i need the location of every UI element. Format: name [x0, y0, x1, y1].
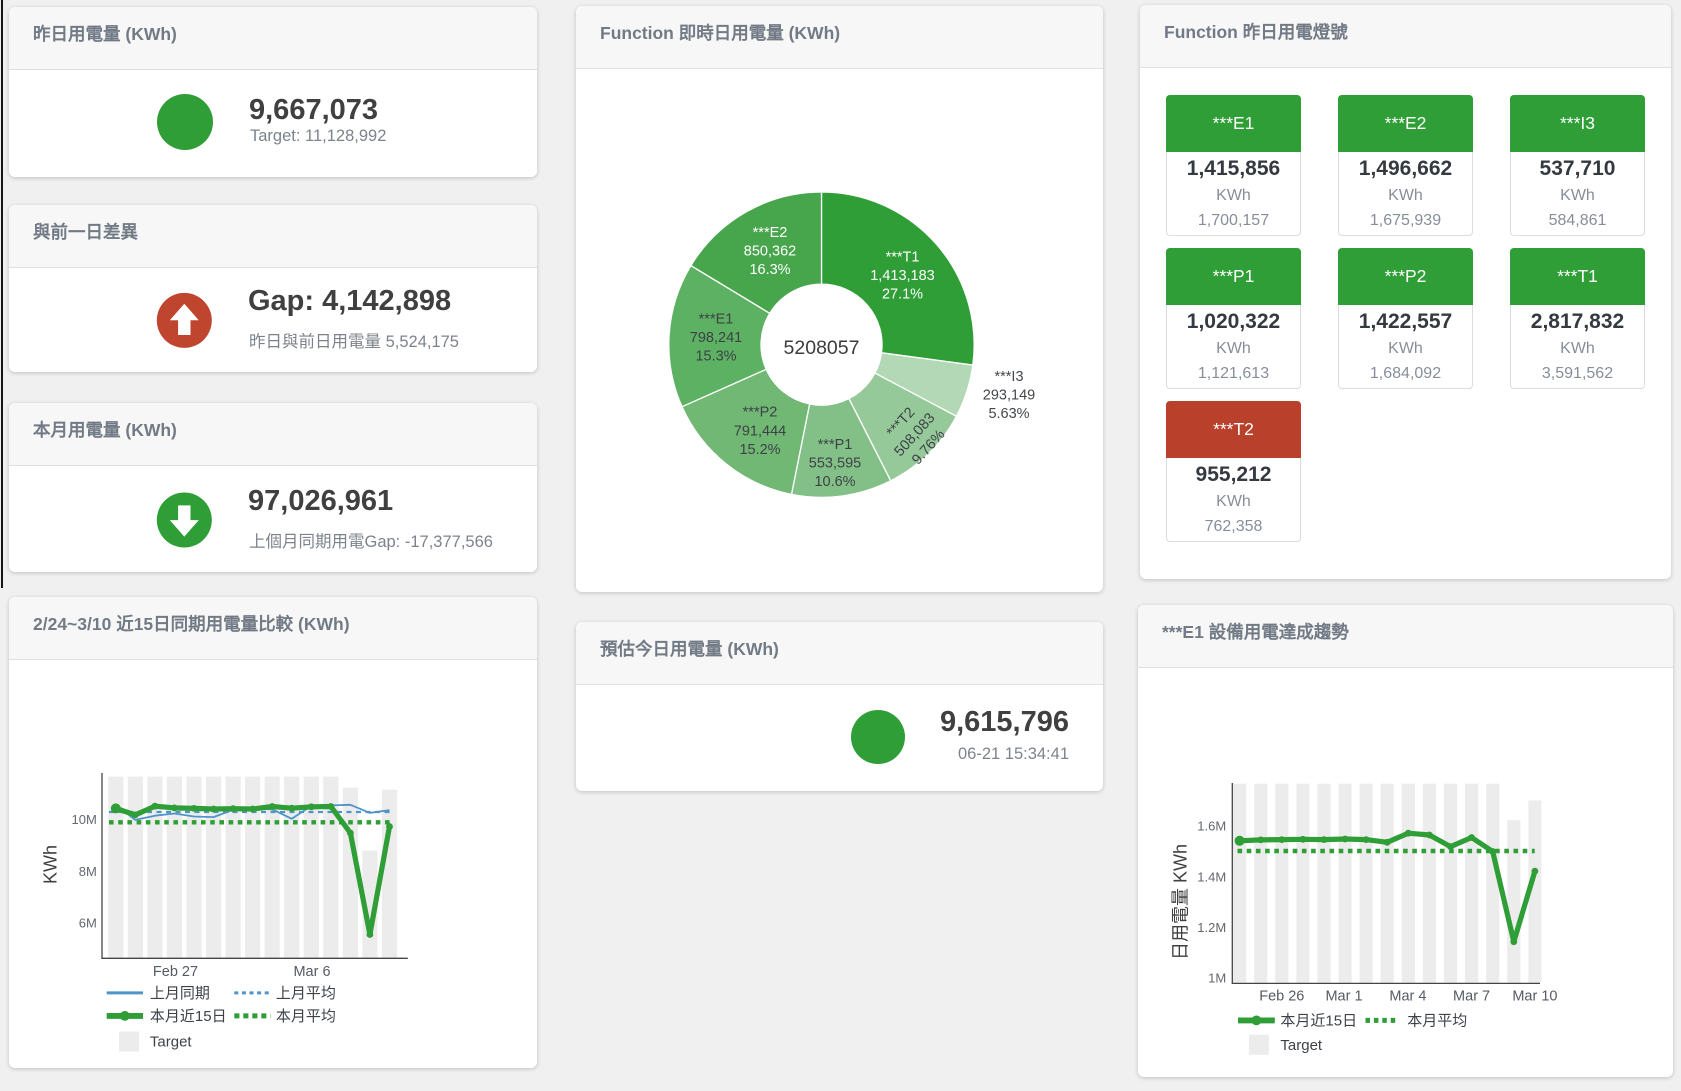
svg-text:16.3%: 16.3% — [749, 262, 790, 278]
svg-text:1M: 1M — [1208, 971, 1226, 986]
svg-text:15.2%: 15.2% — [739, 442, 780, 458]
svg-text:Mar 10: Mar 10 — [1512, 989, 1557, 1005]
svg-text:6M: 6M — [79, 916, 97, 931]
svg-text:791,444: 791,444 — [734, 423, 786, 439]
svg-text:798,241: 798,241 — [690, 330, 742, 346]
svg-text:Mar 1: Mar 1 — [1325, 989, 1362, 1005]
svg-text:10M: 10M — [72, 812, 97, 827]
svg-text:10.6%: 10.6% — [814, 474, 855, 490]
svg-text:Feb 27: Feb 27 — [153, 964, 198, 980]
svg-text:上月平均: 上月平均 — [276, 985, 336, 1002]
svg-text:850,362: 850,362 — [744, 244, 796, 260]
svg-text:8M: 8M — [79, 864, 97, 879]
svg-text:293,149: 293,149 — [983, 387, 1035, 403]
svg-text:***E2: ***E2 — [753, 225, 788, 241]
svg-text:上月同期: 上月同期 — [150, 985, 210, 1002]
svg-text:1,413,183: 1,413,183 — [870, 268, 935, 284]
svg-text:***I3: ***I3 — [994, 369, 1023, 385]
svg-text:5208057: 5208057 — [784, 337, 860, 359]
svg-text:553,595: 553,595 — [809, 455, 861, 471]
svg-text:本月近15日: 本月近15日 — [150, 1008, 227, 1025]
svg-text:15.3%: 15.3% — [695, 349, 736, 365]
svg-text:27.1%: 27.1% — [882, 287, 923, 303]
svg-text:***P1: ***P1 — [818, 437, 853, 453]
svg-text:1.2M: 1.2M — [1197, 920, 1226, 935]
svg-text:Feb 26: Feb 26 — [1259, 989, 1304, 1005]
svg-text:本月平均: 本月平均 — [276, 1008, 336, 1025]
svg-text:Mar 7: Mar 7 — [1453, 989, 1490, 1005]
svg-text:Target: Target — [1280, 1037, 1323, 1054]
svg-text:***E1: ***E1 — [699, 311, 734, 327]
svg-text:日用電量 KWh: 日用電量 KWh — [1171, 844, 1191, 960]
svg-text:Mar 6: Mar 6 — [293, 964, 330, 980]
svg-text:***P2: ***P2 — [743, 405, 778, 421]
svg-text:KWh: KWh — [40, 845, 60, 884]
svg-text:5.63%: 5.63% — [988, 406, 1029, 422]
svg-text:1.6M: 1.6M — [1197, 819, 1226, 834]
svg-text:1.4M: 1.4M — [1197, 869, 1226, 884]
svg-text:本月平均: 本月平均 — [1407, 1012, 1467, 1029]
svg-text:Mar 4: Mar 4 — [1389, 989, 1426, 1005]
svg-text:本月近15日: 本月近15日 — [1280, 1012, 1357, 1029]
svg-text:Target: Target — [150, 1033, 193, 1050]
svg-text:***T1: ***T1 — [886, 249, 920, 265]
